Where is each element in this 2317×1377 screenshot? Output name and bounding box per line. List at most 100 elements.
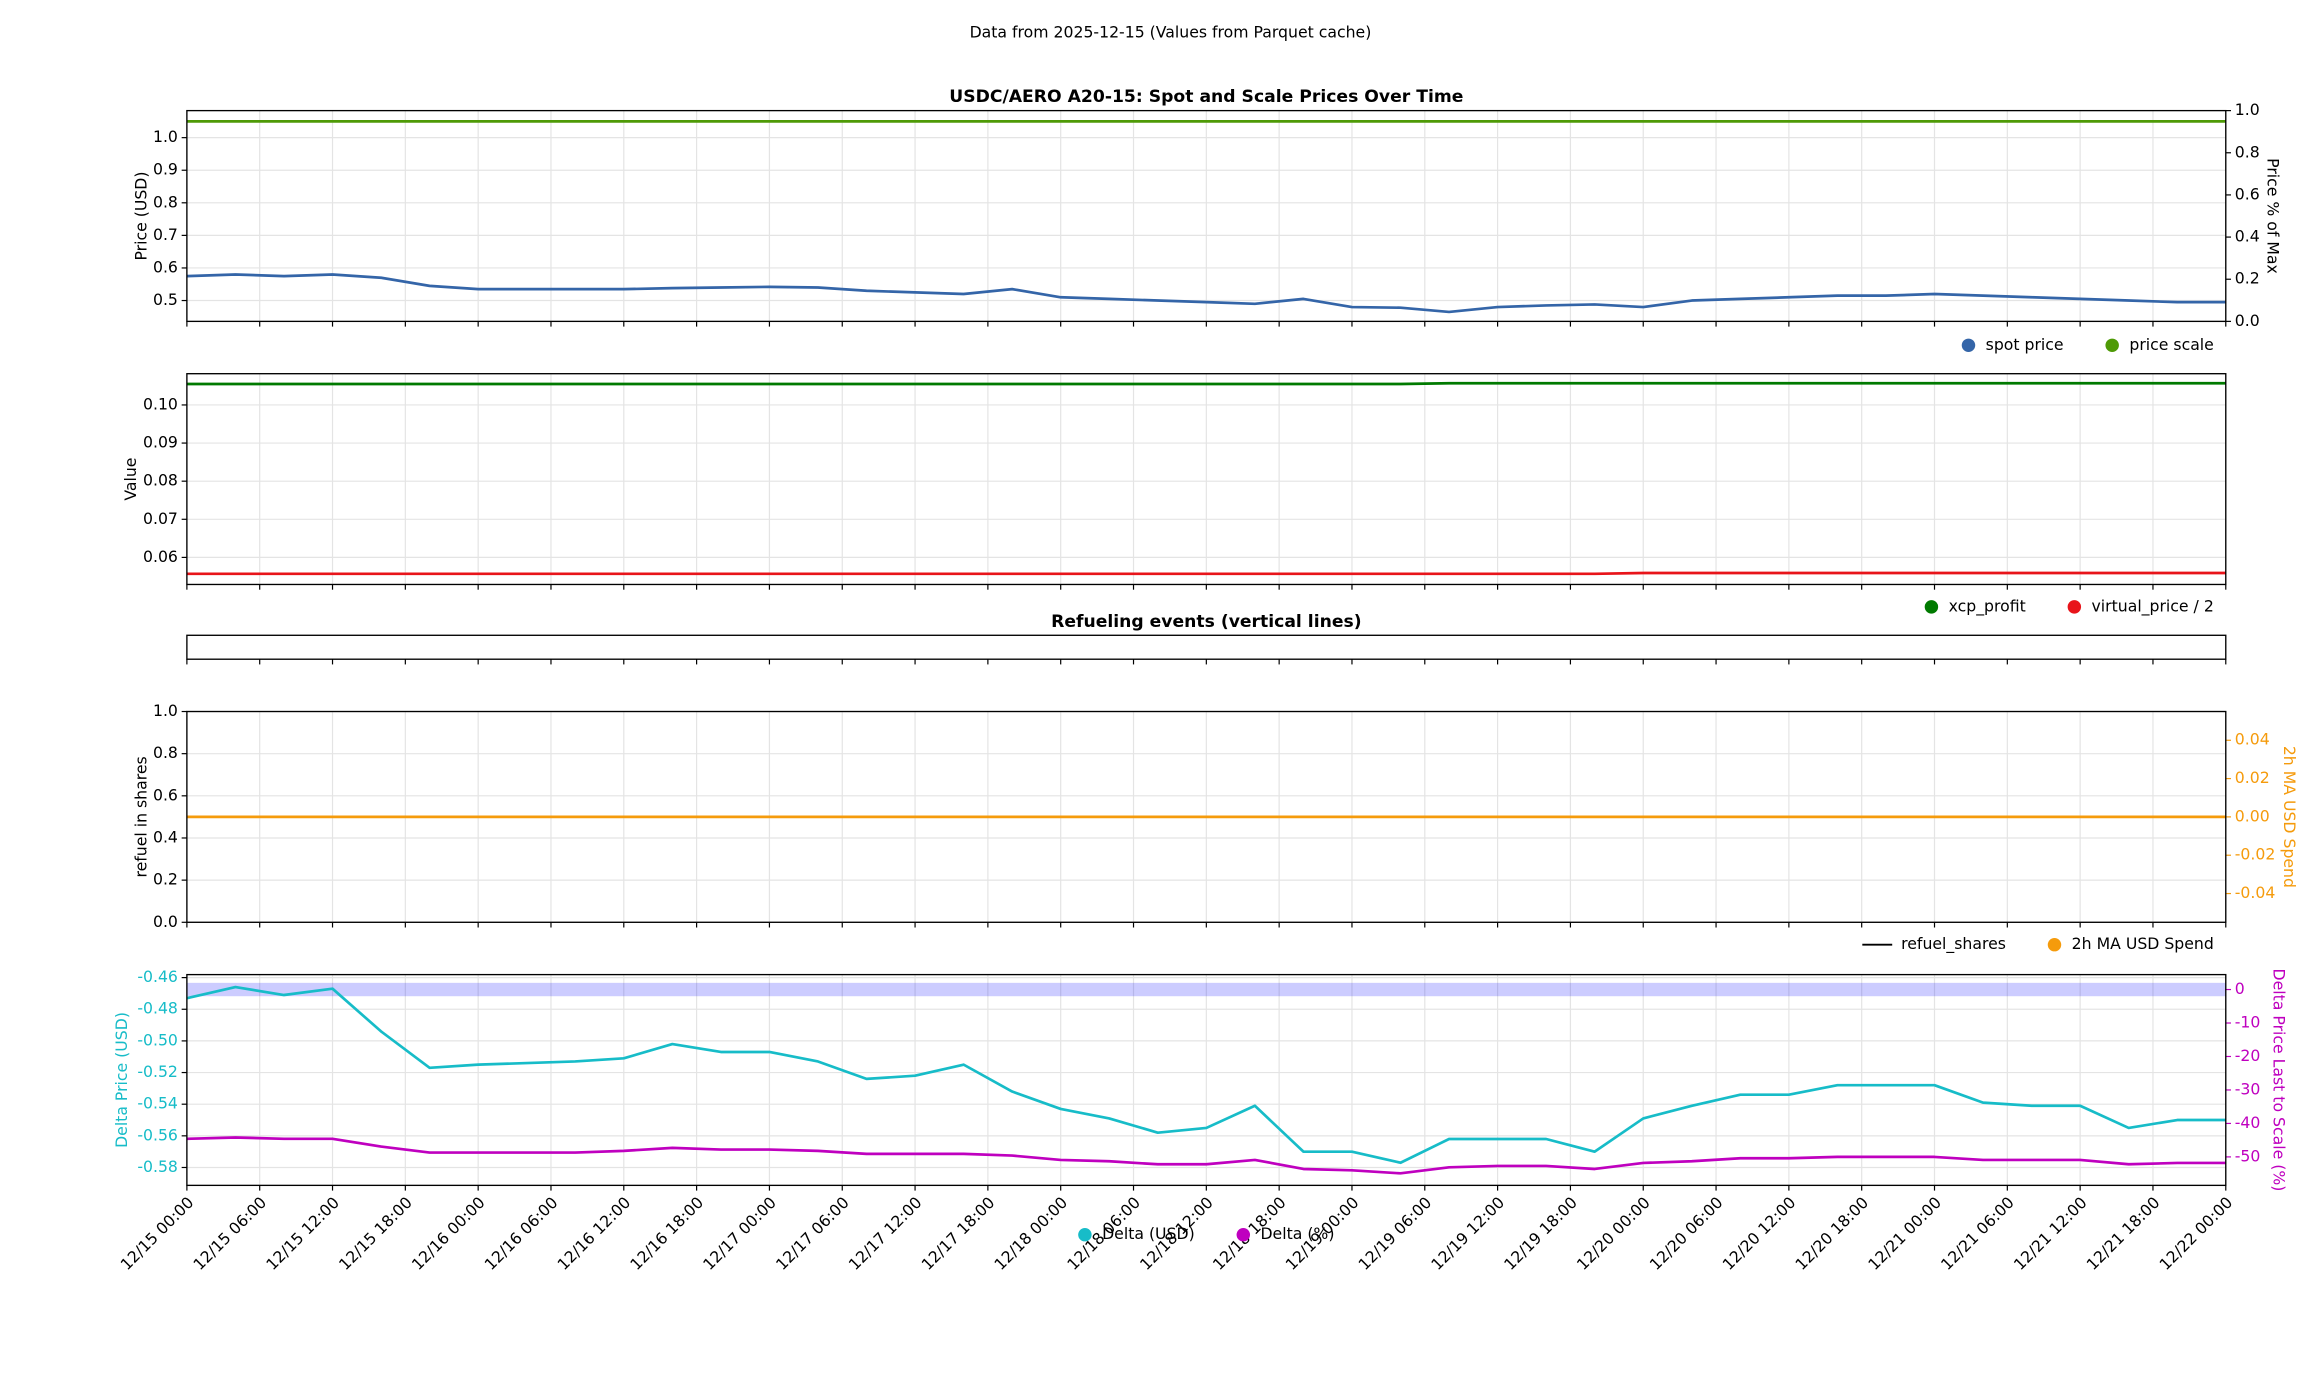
figure-title: Data from 2025-12-15 (Values from Parque… xyxy=(970,22,1372,41)
y-tick-label: 0.8 xyxy=(153,743,178,762)
y-tick-label: 0.07 xyxy=(143,509,178,528)
y2-axis-label: Delta Price Last to Scale (%) xyxy=(2270,969,2289,1192)
axes-title: USDC/AERO A20-15: Spot and Scale Prices … xyxy=(949,87,1463,107)
legend-label: virtual_price / 2 xyxy=(2092,596,2214,616)
y-tick-label: 0.6 xyxy=(153,257,178,276)
series-line xyxy=(186,1136,2226,1175)
y2-tick-label: 0.00 xyxy=(2235,806,2270,825)
y-tick-label: -0.52 xyxy=(137,1062,178,1081)
y-tick-label: 0.9 xyxy=(153,160,178,179)
legend-marker xyxy=(2067,600,2082,614)
series-line xyxy=(186,985,2226,1165)
x-tick-label: 12/17 18:00 xyxy=(917,1193,998,1274)
y-tick-label: 0.2 xyxy=(153,870,178,889)
y2-axis-label: Price % of Max xyxy=(2264,158,2283,274)
x-tick-label: 12/20 00:00 xyxy=(1573,1193,1654,1274)
y2-tick-label: 0.02 xyxy=(2235,768,2270,787)
legend-marker xyxy=(1924,600,1939,614)
series-line xyxy=(186,571,2226,576)
y2-tick-label: 0.8 xyxy=(2235,142,2260,161)
x-tick-label: 12/20 18:00 xyxy=(1791,1193,1872,1274)
x-tick-label: 12/20 12:00 xyxy=(1718,1193,1799,1274)
legend-marker xyxy=(2047,937,2062,952)
x-tick-label: 12/15 00:00 xyxy=(116,1193,197,1274)
y-tick-label: 0.09 xyxy=(143,433,178,452)
legend-label: price scale xyxy=(2129,335,2213,354)
y2-tick-label: 0.6 xyxy=(2235,184,2260,203)
y-tick-label: 0.6 xyxy=(153,785,178,804)
x-tick-label: 12/16 06:00 xyxy=(481,1193,562,1274)
threshold-band xyxy=(186,982,2226,997)
y2-tick-label: -0.04 xyxy=(2235,883,2276,902)
y2-tick-label: -0.02 xyxy=(2235,845,2276,864)
legend-marker xyxy=(2105,338,2119,353)
axes-frame xyxy=(186,973,2227,1187)
x-tick-label: 12/21 12:00 xyxy=(2010,1193,2091,1274)
x-tick-label: 12/16 18:00 xyxy=(626,1193,707,1274)
axes-frame xyxy=(186,634,2227,660)
x-tick-label: 12/17 12:00 xyxy=(845,1193,926,1274)
legend-marker xyxy=(1961,338,1976,353)
legend-label: Delta (USD) xyxy=(1102,1224,1195,1243)
y-tick-label: 0.10 xyxy=(143,394,178,413)
y2-tick-label: -20 xyxy=(2235,1046,2261,1065)
y-tick-label: 0.8 xyxy=(153,192,178,211)
y2-tick-label: 0.2 xyxy=(2235,269,2260,288)
y-axis-label: Price (USD) xyxy=(132,171,151,260)
x-tick-label: 12/15 12:00 xyxy=(262,1193,343,1274)
y-tick-label: 0.0 xyxy=(153,912,178,931)
legend-label: xcp_profit xyxy=(1949,596,2026,616)
x-tick-label: 12/19 12:00 xyxy=(1427,1193,1508,1274)
legend-label: refuel_shares xyxy=(1901,934,2006,954)
y-tick-label: 1.0 xyxy=(153,701,178,720)
legend-marker xyxy=(1236,1227,1251,1242)
legend-label: 2h MA USD Spend xyxy=(2072,934,2214,953)
x-tick-label: 12/17 00:00 xyxy=(699,1193,780,1274)
series-line xyxy=(186,381,2226,386)
y-tick-label: 0.08 xyxy=(143,471,178,490)
legend-marker xyxy=(1078,1227,1092,1242)
legend-label: spot price xyxy=(1986,335,2064,354)
y-tick-label: -0.50 xyxy=(137,1030,178,1049)
y2-axis-label: 2h MA USD Spend xyxy=(2280,746,2299,888)
y-tick-label: -0.48 xyxy=(137,999,178,1018)
y2-tick-label: 0.04 xyxy=(2235,730,2270,749)
x-tick-label: 12/20 06:00 xyxy=(1646,1193,1727,1274)
x-tick-label: 12/21 00:00 xyxy=(1864,1193,1945,1274)
series-line xyxy=(186,273,2226,314)
y-tick-label: 0.5 xyxy=(153,290,178,309)
y2-tick-label: 1.0 xyxy=(2235,100,2260,119)
x-tick-label: 12/16 00:00 xyxy=(408,1193,489,1274)
axes-frame xyxy=(186,710,2227,923)
y2-tick-label: 0 xyxy=(2235,979,2245,998)
axes-title: Refueling events (vertical lines) xyxy=(1051,612,1361,632)
x-tick-label: 12/15 18:00 xyxy=(335,1193,416,1274)
x-tick-label: 12/15 06:00 xyxy=(189,1193,270,1274)
y-axis-label: Value xyxy=(121,458,140,501)
axes-frame xyxy=(186,373,2227,586)
x-tick-label: 12/21 18:00 xyxy=(2083,1193,2164,1274)
x-tick-label: 12/17 06:00 xyxy=(772,1193,853,1274)
y-tick-label: 0.7 xyxy=(153,225,178,244)
x-tick-label: 12/19 18:00 xyxy=(1500,1193,1581,1274)
y2-tick-label: -50 xyxy=(2235,1146,2261,1165)
axes-frame xyxy=(186,109,2227,323)
y-tick-label: -0.54 xyxy=(137,1094,178,1113)
x-tick-label: 12/22 00:00 xyxy=(2155,1193,2236,1274)
x-tick-label: 12/21 06:00 xyxy=(1937,1193,2018,1274)
y-tick-label: -0.56 xyxy=(137,1125,178,1144)
x-tick-label: 12/18 00:00 xyxy=(990,1193,1071,1274)
y2-tick-label: -40 xyxy=(2235,1113,2261,1132)
y2-tick-label: -30 xyxy=(2235,1079,2261,1098)
y-tick-label: 0.06 xyxy=(143,547,178,566)
x-tick-label: 12/19 06:00 xyxy=(1354,1193,1435,1274)
y-axis-label: refuel in shares xyxy=(132,756,151,877)
y-tick-label: -0.58 xyxy=(137,1157,178,1176)
y2-tick-label: 0.4 xyxy=(2235,227,2260,246)
y-axis-label: Delta Price (USD) xyxy=(112,1012,131,1148)
y-tick-label: 1.0 xyxy=(153,127,178,146)
x-tick-label: 12/16 12:00 xyxy=(553,1193,634,1274)
y2-tick-label: 0.0 xyxy=(2235,311,2260,330)
y2-tick-label: -10 xyxy=(2235,1013,2261,1032)
